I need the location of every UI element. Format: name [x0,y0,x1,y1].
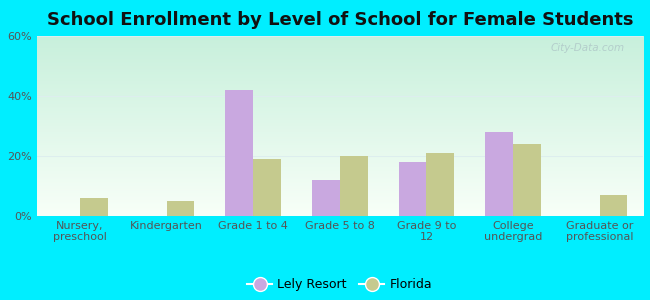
Bar [166,201,194,216]
Bar [600,195,627,216]
Bar [253,159,281,216]
Bar [486,132,513,216]
Legend: Lely Resort, Florida: Lely Resort, Florida [242,273,437,296]
Bar [513,144,541,216]
Bar [226,90,253,216]
Bar [80,198,108,216]
Bar [398,162,426,216]
Bar [426,153,454,216]
Text: City-Data.com: City-Data.com [551,43,625,53]
Bar [312,180,340,216]
Title: School Enrollment by Level of School for Female Students: School Enrollment by Level of School for… [47,11,633,29]
Bar [340,156,367,216]
